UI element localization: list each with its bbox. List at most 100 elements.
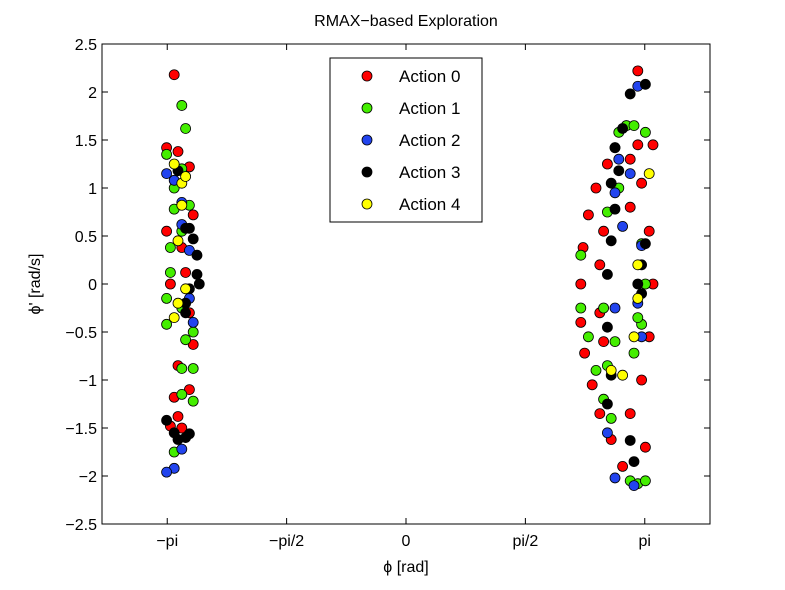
y-tick-label: 2.5 [75,37,97,54]
x-tick-label: −pi/2 [269,533,304,550]
data-point-action-0 [575,316,587,328]
y-tick-label: −2.5 [65,517,97,534]
data-point-action-1 [176,388,188,400]
data-point-action-4 [172,297,184,309]
y-tick-label: 1.5 [75,133,97,150]
x-tick-label: 0 [402,533,411,550]
y-tick-label: 0 [88,277,97,294]
data-point-action-2 [613,153,625,165]
data-point-action-2 [617,220,628,232]
data-point-action-0 [594,259,606,271]
data-point-action-1 [640,475,651,487]
data-point-action-0 [594,408,606,420]
data-point-action-0 [183,384,195,396]
data-point-action-3 [191,249,203,261]
data-point-action-2 [609,472,621,484]
data-point-action-1 [590,364,602,376]
data-point-action-4 [632,259,644,271]
data-point-action-3 [180,307,192,319]
data-point-action-0 [632,65,644,77]
legend-label-action-0: Action 0 [399,67,460,86]
data-point-action-2 [161,466,173,478]
data-point-action-3 [609,203,621,215]
data-point-action-1 [187,363,199,374]
data-point-action-1 [640,126,651,138]
data-point-action-1 [161,292,173,304]
data-point-action-3 [613,165,625,177]
data-point-action-3 [609,142,621,154]
data-point-action-3 [183,222,195,234]
data-point-action-4 [168,158,180,170]
data-point-action-3 [624,88,636,100]
data-point-action-0 [172,146,184,157]
data-point-action-0 [598,225,609,237]
data-point-action-0 [168,69,180,81]
data-point-action-0 [586,379,598,391]
y-tick-label: −1.5 [65,421,97,438]
data-point-action-0 [583,209,594,221]
data-point-action-1 [176,100,188,111]
y-tick-label: −1 [79,373,97,390]
legend-label-action-2: Action 2 [399,131,460,150]
data-point-action-3 [640,238,651,250]
data-point-action-0 [164,278,176,290]
data-point-action-2 [183,244,195,256]
data-point-action-2 [624,168,636,180]
data-point-action-4 [605,364,617,376]
data-point-action-3 [161,414,173,426]
data-point-action-3 [193,278,205,290]
data-point-action-3 [191,268,203,280]
data-point-action-0 [636,374,647,386]
data-point-action-0 [624,408,636,420]
legend: Action 0 Action 1 Action 2 Action 3 Action 4 [329,57,483,223]
data-point-action-3 [187,233,199,245]
legend-label-action-4: Action 4 [399,195,460,214]
data-point-action-1 [575,249,587,261]
data-point-action-1 [187,326,199,338]
data-point-action-3 [605,235,617,247]
data-point-action-4 [168,312,180,324]
data-point-action-2 [176,443,188,455]
data-point-action-2 [609,302,621,314]
x-tick-label: pi/2 [512,533,538,550]
data-point-action-0 [575,278,587,290]
data-point-action-1 [161,148,173,160]
legend-marker-action-2 [361,134,373,146]
data-point-action-0 [579,347,590,359]
data-point-action-1 [628,120,640,131]
data-point-action-2 [609,187,621,199]
data-point-action-1 [161,318,173,330]
legend-label-action-1: Action 1 [399,99,460,118]
data-point-action-1 [609,336,621,348]
data-points [161,65,659,492]
x-axis-label: ϕ [rad] [383,559,428,576]
data-point-action-0 [632,139,644,151]
data-point-action-4 [632,292,644,304]
legend-label-action-3: Action 3 [399,163,460,182]
x-tick-label: −pi [156,533,178,550]
data-point-action-4 [172,235,184,247]
data-point-action-0 [180,267,192,278]
data-point-action-0 [187,209,199,221]
data-point-action-1 [632,312,644,324]
data-point-action-1 [605,412,617,424]
data-point-action-1 [180,334,192,346]
data-point-action-3 [605,177,617,189]
y-tick-label: −2 [79,469,97,486]
legend-marker-action-0 [361,70,373,82]
data-point-action-4 [617,369,628,381]
data-point-action-0 [640,441,651,453]
data-point-action-0 [617,460,628,472]
data-point-action-0 [647,139,659,151]
data-point-action-4 [643,168,655,180]
data-point-action-3 [602,268,613,280]
data-point-action-1 [176,363,188,374]
data-point-action-2 [602,427,613,439]
data-point-action-1 [187,395,199,407]
legend-marker-action-3 [361,166,373,178]
data-point-action-1 [628,347,640,359]
data-point-action-0 [643,225,655,237]
data-point-action-1 [164,242,176,253]
y-axis-label: ϕ' [rad/s] [27,254,44,315]
legend-marker-action-1 [361,102,373,114]
